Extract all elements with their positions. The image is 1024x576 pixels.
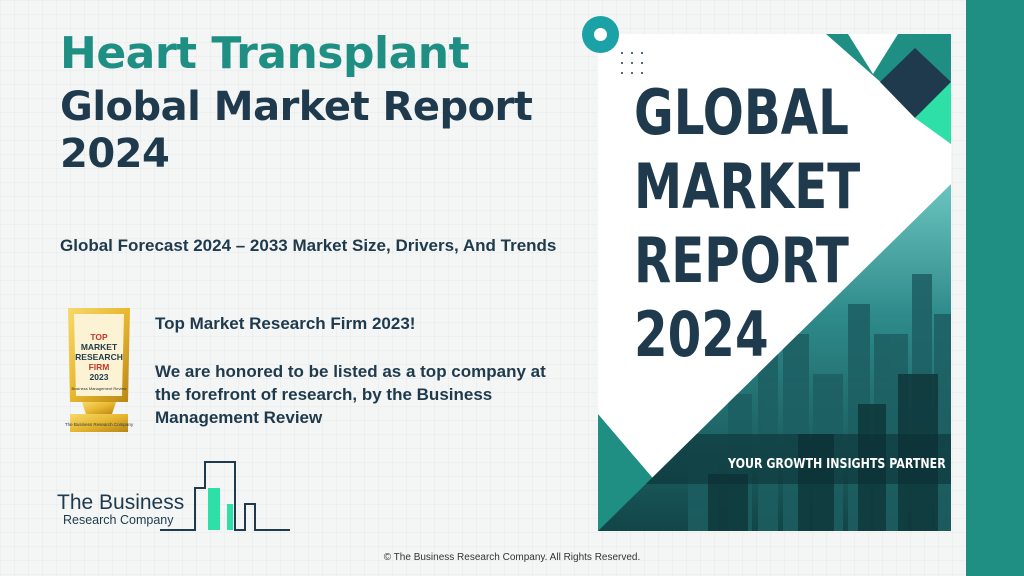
page-subtitle-heading: Global Market Report 2024 — [60, 84, 533, 177]
award-trophy-icon: TOP MARKET RESEARCH FIRM 2023 Business M… — [65, 308, 134, 432]
logo-line1: The Business — [57, 491, 184, 514]
copyright-footer: © The Business Research Company. All Rig… — [383, 552, 641, 563]
cover-title-line: MARKET — [634, 150, 861, 223]
badge-small-text: Business Management Review — [72, 386, 127, 391]
award-body: We are honored to be listed as a top com… — [155, 362, 546, 427]
decorative-dots-icon — [621, 52, 643, 74]
decorative-circle-icon — [582, 16, 619, 53]
company-logo: The Business Research Company — [57, 461, 290, 531]
badge-line: RESEARCH — [75, 352, 123, 362]
badge-line: MARKET — [81, 342, 118, 352]
badge-line: FIRM — [89, 362, 110, 372]
forecast-subtitle: Global Forecast 2024 – 2033 Market Size,… — [60, 236, 557, 255]
award-description: Top Market Research Firm 2023! We are ho… — [155, 312, 565, 429]
cover-title-line: 2024 — [634, 298, 769, 371]
cover-graphics — [598, 34, 951, 531]
badge-line: TOP — [90, 332, 108, 342]
badge-base-text: The Business Research Company — [65, 422, 134, 427]
logo-line2: Research Company — [63, 513, 174, 527]
award-headline: Top Market Research Firm 2023! — [155, 314, 416, 333]
badge-line: 2023 — [90, 372, 109, 382]
cover-tagline: YOUR GROWTH INSIGHTS PARTNER — [728, 457, 946, 472]
report-cover-image: GLOBAL MARKET REPORT 2024 YOUR GROWTH IN… — [598, 34, 951, 531]
cover-title: GLOBAL MARKET REPORT 2024 — [634, 76, 860, 372]
cover-title-line: GLOBAL — [634, 76, 849, 149]
right-accent-bar — [966, 0, 1024, 576]
cover-title-line: REPORT — [634, 224, 849, 297]
page-title: Heart Transplant — [60, 28, 470, 79]
